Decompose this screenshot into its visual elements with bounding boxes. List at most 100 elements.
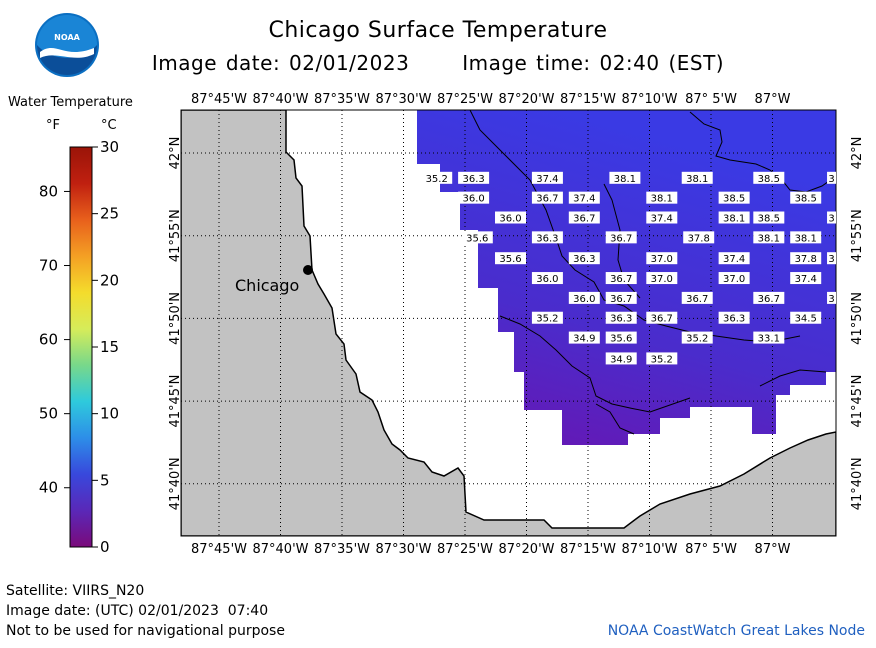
temp-label: 3	[827, 252, 836, 265]
temp-label-value: 37.4	[536, 174, 558, 185]
temp-label: 36.7	[646, 311, 678, 325]
temp-label: 36.3	[531, 231, 563, 244]
temp-label-value: 38.1	[723, 214, 745, 225]
temp-label-value: 38.5	[723, 194, 745, 205]
temp-label-value: 38.1	[686, 174, 708, 185]
map-subtitle: Image date: 02/01/2023 Image time: 02:40…	[0, 51, 876, 75]
temp-label-value: 36.7	[573, 214, 595, 225]
temp-label-value: 36.7	[686, 294, 708, 305]
temp-label-box	[646, 311, 678, 324]
lon-label-top: 87° 5'W	[685, 92, 737, 107]
temp-label-box	[421, 171, 453, 184]
temp-label-box	[718, 272, 750, 285]
temp-label: 38.5	[790, 191, 822, 205]
temp-label-value: 38.1	[614, 174, 636, 185]
temp-label-value: 36.7	[651, 314, 673, 325]
temp-label-box	[790, 272, 822, 285]
temp-label-value: 3	[828, 214, 834, 225]
temp-label-box	[531, 311, 563, 324]
temp-label-value: 37.4	[573, 194, 595, 205]
temp-label: 38.1	[609, 171, 641, 185]
temp-label: 36.7	[753, 291, 785, 305]
legend-label-f: 40	[39, 479, 58, 497]
temp-label: 3	[827, 211, 836, 225]
temp-label-value: 37.0	[651, 274, 673, 285]
logo-text: NOAA	[54, 33, 80, 42]
lon-label-bottom: 87°15'W	[560, 542, 616, 557]
temp-label-value: 33.1	[758, 334, 780, 345]
temp-label-value: 37.4	[651, 214, 673, 225]
temp-label: 37.4	[531, 171, 563, 185]
lat-label-right: 41°40'N	[850, 457, 865, 510]
legend-label-f: 70	[39, 257, 58, 275]
temp-label-box	[461, 231, 493, 244]
temp-label-box	[495, 252, 527, 265]
temp-label-value: 38.1	[651, 194, 673, 205]
lon-label-bottom: 87°35'W	[314, 542, 370, 557]
legend-label-f: 50	[39, 405, 58, 423]
legend-label-c: 10	[100, 405, 119, 423]
temp-label-value: 38.1	[758, 233, 780, 244]
temp-label-box	[753, 171, 785, 184]
temp-label: 3	[827, 291, 836, 305]
credit-link[interactable]: NOAA CoastWatch Great Lakes Node	[607, 623, 865, 639]
temp-label-box	[495, 211, 527, 224]
lat-label-left: 41°50'N	[168, 292, 183, 345]
temp-label: 33.1	[753, 331, 785, 345]
temp-label: 36.3	[605, 311, 637, 325]
temp-label-box	[458, 191, 490, 204]
lon-label-top: 87°40'W	[252, 92, 308, 107]
temp-label-box	[646, 272, 678, 285]
temp-label-value: 34.5	[795, 314, 817, 325]
temp-label-box	[605, 291, 637, 304]
temp-label-box	[827, 171, 836, 184]
lon-label-bottom: 87° 5'W	[685, 542, 737, 557]
temp-label-box	[753, 211, 785, 224]
temp-label: 35.2	[531, 311, 563, 325]
legend-unit-c: °C	[101, 118, 117, 133]
temp-label-box	[718, 211, 750, 224]
lon-label-top: 87°35'W	[314, 92, 370, 107]
temp-label: 36.7	[681, 291, 713, 305]
temp-label-box	[605, 331, 637, 344]
temp-label-value: 35.2	[536, 314, 558, 325]
lat-label-right: 42°N	[850, 137, 865, 170]
temp-label-value: 36.0	[536, 274, 558, 285]
lat-label-right: 41°50'N	[850, 292, 865, 345]
temp-label-value: 36.7	[758, 294, 780, 305]
temp-label: 37.4	[646, 211, 678, 225]
temp-label-value: 36.7	[610, 294, 632, 305]
temp-label-value: 38.1	[795, 233, 817, 244]
legend-label-c: 25	[100, 205, 119, 223]
map-frame	[180, 109, 837, 537]
temp-label-value: 36.3	[573, 254, 595, 265]
temp-label-value: 37.4	[723, 254, 745, 265]
legend-label-c: 20	[100, 271, 119, 289]
lon-label-top: 87°45'W	[191, 92, 247, 107]
lon-label-bottom: 87°W	[755, 542, 791, 557]
temp-label: 38.5	[753, 171, 785, 185]
temp-label: 35.6	[461, 231, 493, 244]
temp-label-value: 38.5	[795, 194, 817, 205]
temp-label-value: 34.9	[610, 354, 632, 365]
temp-label-value: 35.6	[499, 254, 521, 265]
temp-label: 35.2	[646, 352, 678, 365]
temp-label-box	[605, 231, 637, 244]
temp-label: 34.9	[605, 352, 637, 365]
temp-label-box	[790, 252, 822, 265]
temp-label: 37.8	[790, 252, 822, 265]
lon-label-bottom: 87°40'W	[252, 542, 308, 557]
temp-label-box	[753, 291, 785, 304]
temp-label-value: 36.3	[610, 314, 632, 325]
temp-label-value: 36.0	[499, 214, 521, 225]
temp-label-value: 37.4	[795, 274, 817, 285]
satellite-info: Satellite: VIIRS_N20	[6, 583, 145, 599]
temp-label-box	[605, 352, 637, 365]
temp-label-box	[646, 191, 678, 204]
temp-label: 36.0	[568, 291, 600, 305]
temp-label-box	[790, 231, 822, 244]
temp-label-value: 36.7	[536, 194, 558, 205]
temp-label-box	[609, 171, 641, 184]
temp-label: 36.3	[568, 252, 600, 265]
